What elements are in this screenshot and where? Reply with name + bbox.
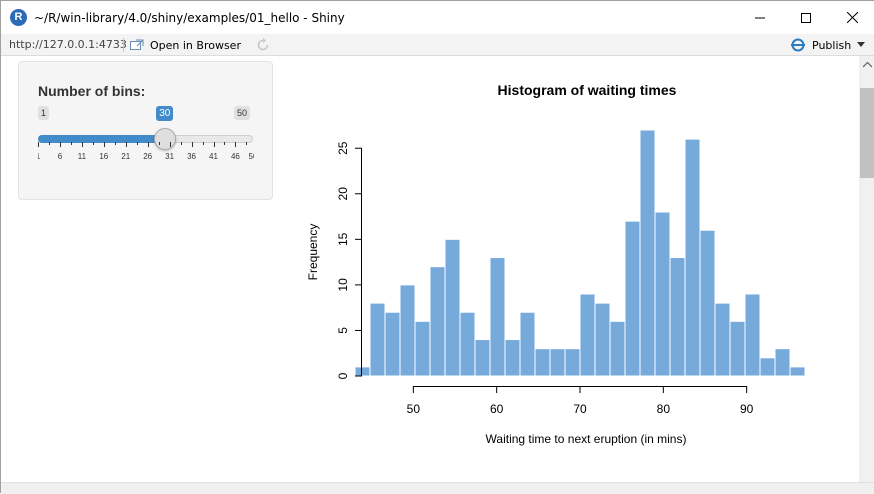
vertical-scrollbar[interactable] [859,56,874,482]
histogram-bar [729,320,746,377]
histogram-bar [549,348,566,377]
histogram-bar [534,348,551,377]
app-content: Number of bins: 1 50 30 1611162126313641… [1,56,859,482]
chart-title: Histogram of waiting times [498,82,677,98]
slider-tick-label: 21 [121,152,130,161]
histogram-bar [654,211,671,377]
bins-slider[interactable]: 1 50 30 16111621263136414650 [38,106,254,166]
y-axis-tick-label: 5 [336,327,350,334]
refresh-button[interactable] [255,37,271,53]
toolbar-divider [123,38,124,52]
histogram-bar [609,320,626,377]
maximize-button[interactable] [783,1,829,34]
refresh-icon [257,38,269,51]
histogram-bar [504,339,521,377]
minimize-button[interactable] [737,1,783,34]
slider-tick-label: 31 [165,152,174,161]
r-app-icon: R [10,9,27,26]
slider-max-label: 50 [234,106,251,120]
publish-icon [791,38,805,52]
histogram-bar [369,302,386,377]
histogram-bar [594,302,611,377]
histogram-bar [459,311,476,377]
histogram-bar [429,266,446,377]
slider-tick-label: 6 [58,152,63,161]
y-axis-tick-label: 10 [336,278,350,292]
histogram-bar [519,311,536,377]
histogram-bar [699,229,716,377]
scrollbar-thumb[interactable] [860,88,874,178]
histogram-bar [399,284,416,377]
open-browser-icon [130,39,144,50]
histogram-bar [639,129,656,377]
slider-value-label: 30 [156,106,174,121]
histogram-bar [684,138,701,377]
x-axis-tick-label: 90 [740,402,754,416]
open-browser-label: Open in Browser [150,38,241,52]
title-bar: R ~/R/win-library/4.0/shiny/examples/01_… [1,1,874,34]
publish-label: Publish [812,38,852,52]
histogram-bar [669,257,686,377]
slider-tick-label: 50 [249,152,254,161]
x-axis-label: Waiting time to next eruption (in mins) [486,432,687,446]
histogram-bar [564,348,581,377]
histogram-bar [384,311,401,377]
y-axis-tick-label: 25 [336,141,350,155]
open-in-browser-button[interactable]: Open in Browser [130,36,241,54]
y-axis-tick-label: 0 [336,372,350,379]
window-title: ~/R/win-library/4.0/shiny/examples/01_he… [34,11,345,25]
slider-tick-label: 16 [99,152,108,161]
publish-button[interactable]: Publish [790,36,866,54]
x-axis-tick-label: 60 [490,402,504,416]
slider-min-label: 1 [38,106,50,120]
minimize-icon [755,17,765,18]
x-axis-tick-label: 70 [573,402,587,416]
viewer-toolbar: http://127.0.0.1:4733 Open in Browser Pu… [1,34,874,56]
slider-tick-label: 46 [231,152,240,161]
slider-tick-label: 36 [187,152,196,161]
maximize-icon [801,12,811,23]
scroll-up-button[interactable] [859,56,874,73]
histogram-bar [759,357,776,377]
histogram-bar [444,238,461,377]
chevron-down-icon [857,42,866,47]
histogram-bar [414,320,431,377]
bins-label: Number of bins: [38,83,146,99]
histogram-bar [714,302,731,377]
histogram-bar [474,339,491,377]
slider-tick-label: 11 [78,152,87,161]
slider-ticks: 16111621263136414650 [38,142,254,161]
horizontal-scrollbar[interactable] [1,482,874,494]
sidebar-panel: Number of bins: 1 50 30 1611162126313641… [18,61,273,200]
y-axis-tick-label: 20 [336,187,350,201]
histogram-bar [624,220,641,377]
slider-tick-label: 1 [38,152,41,161]
url-display: http://127.0.0.1:4733 [9,38,127,51]
histogram-bar [774,348,791,377]
histogram-bar [744,293,761,377]
histogram-bar [354,366,371,377]
histogram-bar [789,366,806,377]
x-axis-tick-label: 80 [657,402,671,416]
y-axis-tick-label: 15 [336,232,350,246]
close-icon [846,12,858,23]
chevron-up-icon [862,61,872,67]
slider-tick-label: 26 [143,152,152,161]
histogram-bar [489,257,506,377]
x-axis-tick-label: 50 [407,402,421,416]
close-button[interactable] [829,1,874,34]
histogram-bar [579,293,596,377]
y-axis-label: Frequency [306,224,320,281]
slider-tick-label: 41 [209,152,218,161]
slider-fill [38,135,166,143]
